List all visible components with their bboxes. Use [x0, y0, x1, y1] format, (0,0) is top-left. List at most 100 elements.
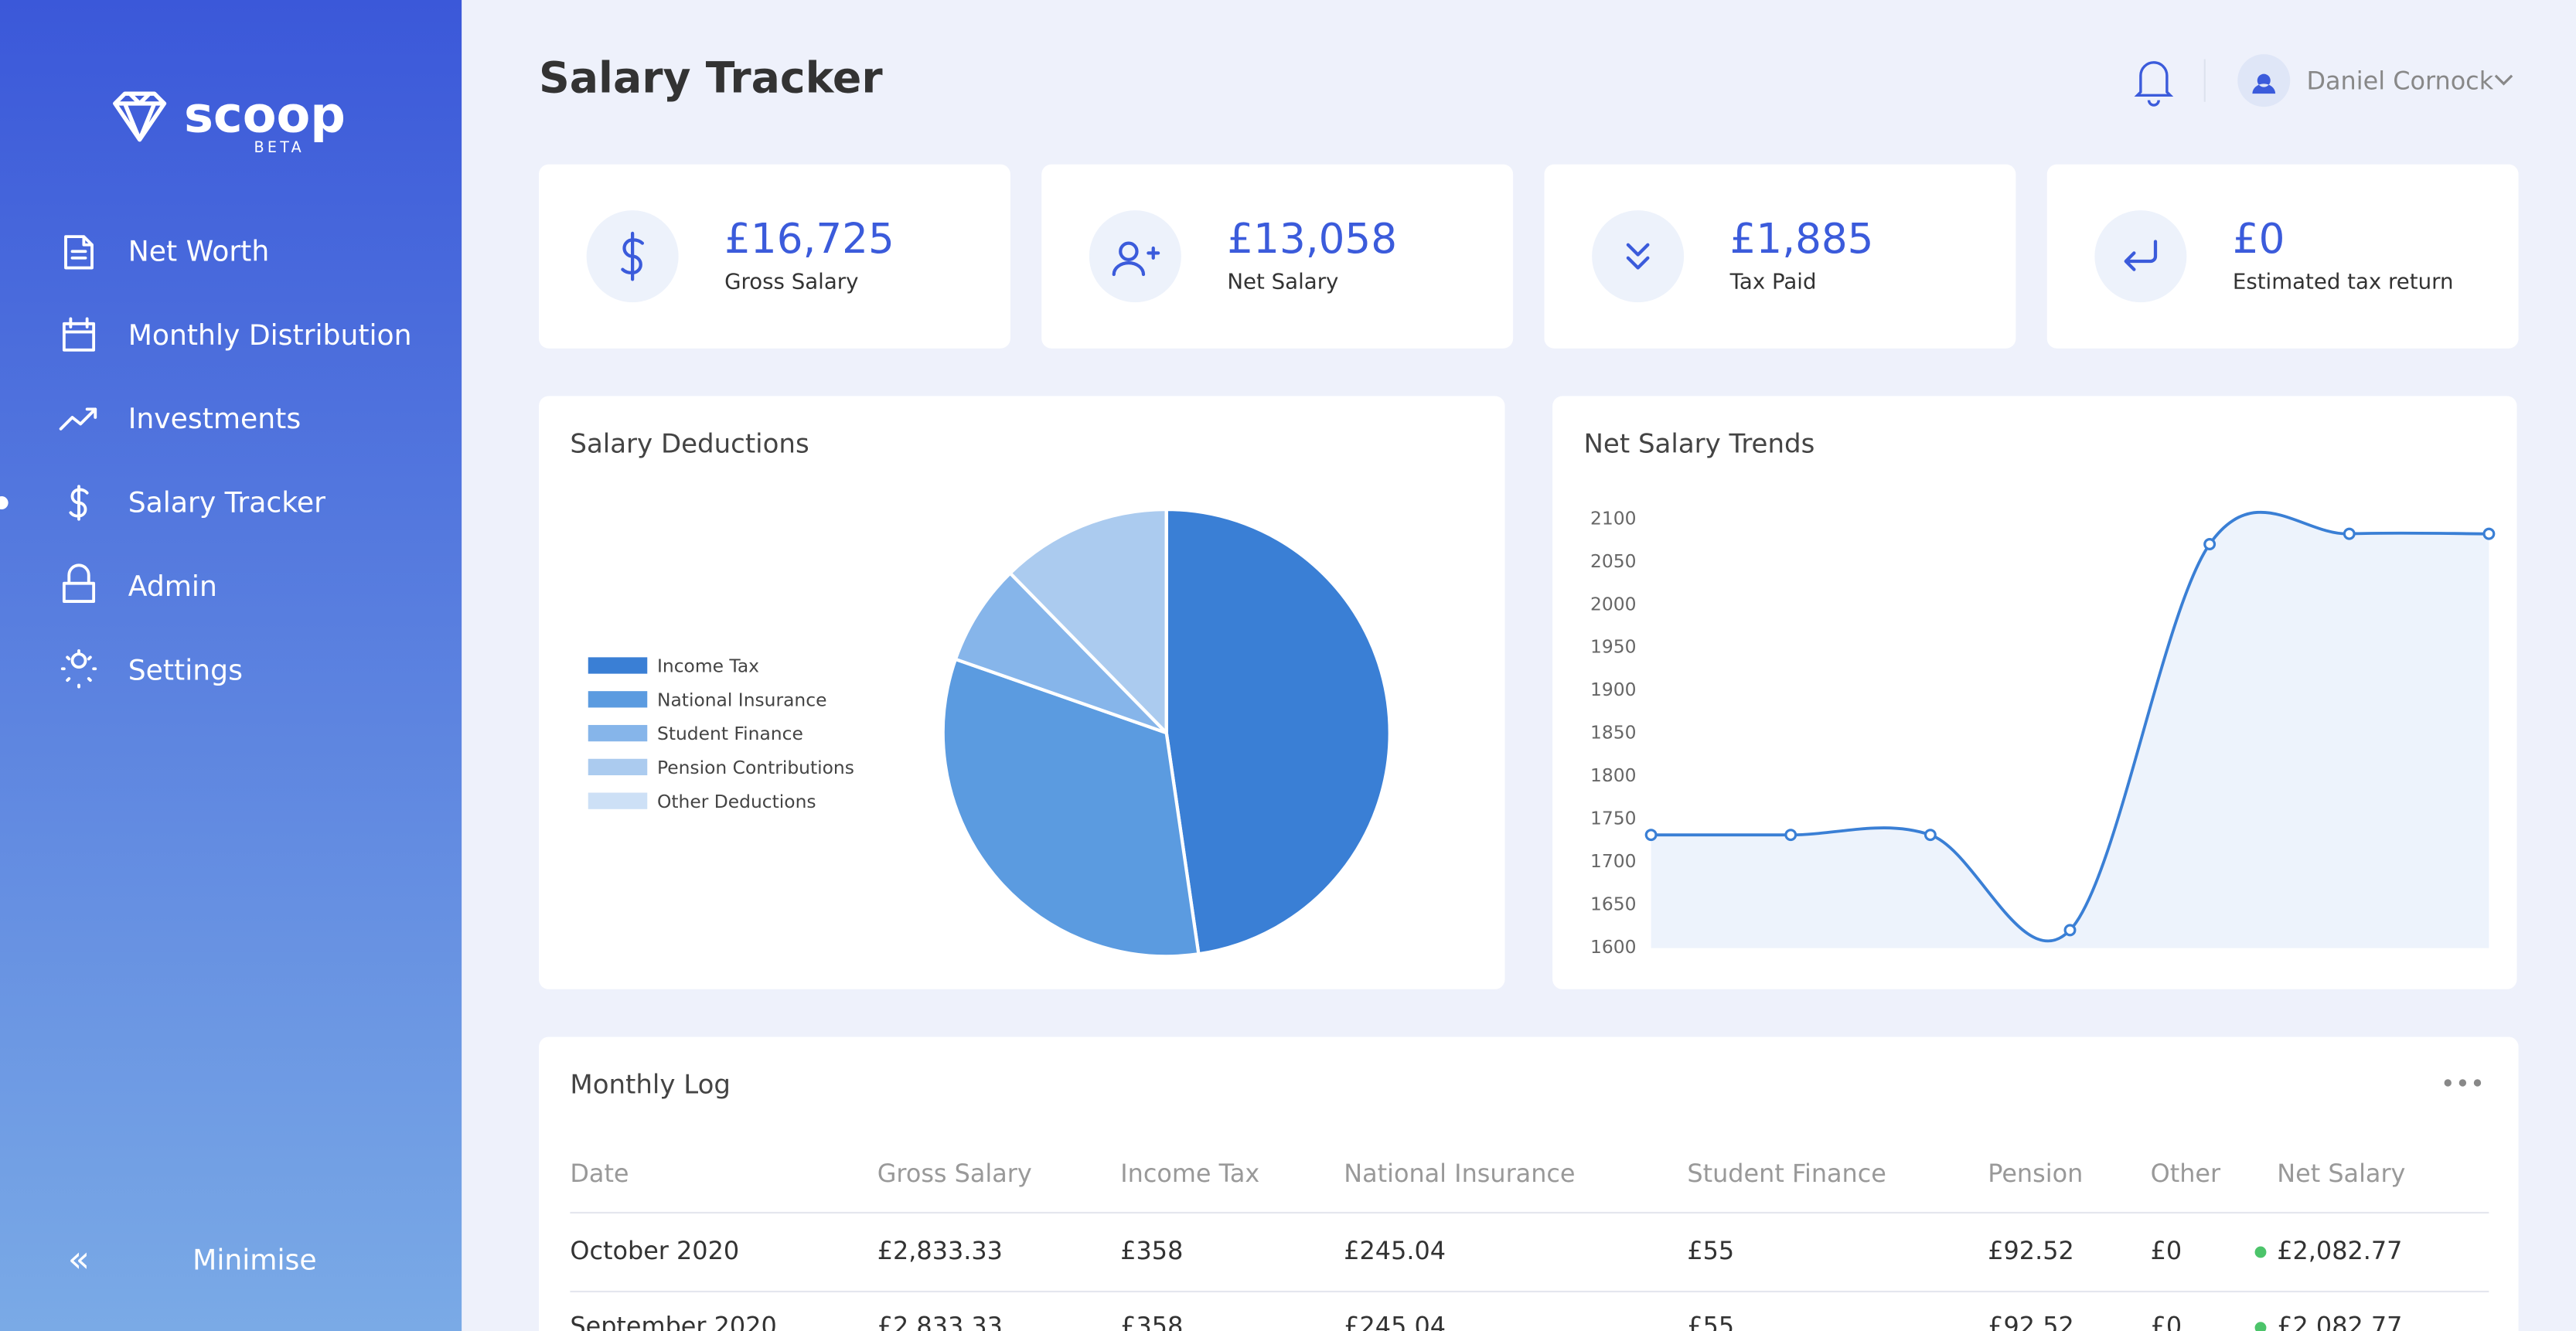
stat-card	[1544, 164, 2016, 349]
legend-label: Other Deductions	[657, 791, 816, 812]
line-point	[2203, 538, 2217, 550]
pie-slice	[953, 570, 1168, 735]
table-cell: £358	[1120, 1312, 1183, 1331]
nav-item[interactable]: Monthly Distribution	[128, 318, 412, 352]
table-cell: £2,082.77	[2277, 1236, 2402, 1265]
y-tick-label: 1750	[1590, 808, 1636, 829]
legend-swatch	[588, 691, 648, 708]
stat-value: £13,058	[1227, 215, 1397, 263]
table-cell: £245.04	[1344, 1236, 1446, 1265]
legend-swatch	[588, 792, 648, 809]
nav-item[interactable]: Admin	[128, 570, 217, 603]
stat-value: £16,725	[724, 215, 894, 263]
table-cell: £55	[1687, 1236, 1734, 1265]
y-tick-label: 1800	[1590, 764, 1636, 786]
stat-icon	[621, 231, 644, 281]
user-name[interactable]: Daniel Cornock	[2307, 66, 2494, 95]
more-menu[interactable]	[2444, 1079, 2482, 1087]
status-dot	[2254, 1322, 2267, 1331]
legend-label: Student Finance	[657, 723, 803, 744]
table-cell: £2,082.77	[2277, 1312, 2402, 1331]
monthly-log-table: Date Gross Salary Income Tax National Insur…	[570, 1159, 2489, 1331]
column-header: Income Tax	[1120, 1159, 1259, 1188]
pie-slice	[1007, 507, 1168, 737]
stat-icon	[1112, 241, 1160, 277]
nav-icon	[62, 317, 96, 352]
y-tick-label: 1600	[1590, 936, 1636, 958]
nav-item[interactable]: Net Worth	[128, 234, 269, 267]
table-cell: £2,833.33	[877, 1236, 1003, 1265]
y-tick-label: 2100	[1590, 507, 1636, 529]
minimise-button[interactable]: Minimise	[193, 1244, 316, 1277]
legend-label: Pension Contributions	[657, 757, 854, 778]
table-cell: £92.52	[1988, 1236, 2074, 1265]
active-indicator	[0, 496, 9, 510]
chart-title: Salary Deductions	[570, 429, 809, 460]
panel-title: Monthly Log	[570, 1070, 731, 1101]
user-menu-chevron[interactable]	[2494, 74, 2513, 86]
notification-bell[interactable]	[2134, 61, 2174, 107]
table-cell: September 2020	[570, 1312, 776, 1331]
legend-swatch	[588, 758, 648, 776]
stat-icon-bg	[1592, 210, 1685, 303]
line-point	[1784, 829, 1797, 842]
column-header: Student Finance	[1687, 1159, 1886, 1188]
table-cell: £55	[1687, 1312, 1734, 1331]
pie-slice	[941, 657, 1201, 958]
legend-label: Income Tax	[657, 655, 759, 677]
column-header: Net Salary	[2277, 1159, 2405, 1188]
nav-icon	[64, 235, 94, 270]
nav-icon	[60, 648, 97, 689]
line-area	[1651, 512, 2489, 948]
column-header: National Insurance	[1344, 1159, 1575, 1188]
y-tick-label: 1850	[1590, 722, 1636, 744]
y-tick-label: 1700	[1590, 850, 1636, 872]
stat-icon-bg	[2094, 210, 2187, 303]
y-tick-label: 2000	[1590, 593, 1636, 614]
y-tick-label: 1900	[1590, 679, 1636, 700]
y-tick-label: 2050	[1590, 550, 1636, 572]
table-cell: £245.04	[1344, 1312, 1446, 1331]
nav-icon	[69, 485, 89, 521]
stat-value: £1,885	[1730, 215, 1874, 263]
logo-badge: BETA	[254, 138, 305, 156]
stat-label: Net Salary	[1227, 269, 1338, 294]
stat-label: Gross Salary	[724, 269, 858, 294]
minimise-icon[interactable]: «	[68, 1239, 90, 1281]
nav-icon	[62, 563, 96, 604]
line-point	[1923, 829, 1937, 842]
nav-item[interactable]: Settings	[128, 653, 243, 686]
y-tick-label: 1950	[1590, 636, 1636, 658]
column-header: Date	[570, 1159, 629, 1188]
page-title: Salary Tracker	[539, 53, 883, 103]
table-cell: £0	[2151, 1312, 2182, 1331]
stat-icon	[2124, 240, 2158, 271]
line-point	[2343, 527, 2356, 540]
status-dot	[2254, 1246, 2267, 1258]
avatar-icon	[2252, 73, 2276, 94]
legend-swatch	[588, 724, 648, 742]
line	[1651, 510, 2489, 943]
nav-item[interactable]: Salary Tracker	[128, 486, 325, 519]
column-header: Other	[2151, 1159, 2221, 1188]
stat-label: Tax Paid	[1729, 269, 1817, 294]
stat-card	[1041, 164, 1514, 349]
line-point	[2063, 924, 2077, 937]
table-cell: £92.52	[1988, 1312, 2074, 1331]
stat-label: Estimated tax return	[2233, 269, 2454, 294]
legend-swatch	[588, 657, 648, 674]
line-point	[1644, 829, 1658, 842]
nav-item[interactable]: Investments	[128, 402, 301, 435]
logo-text: scoop	[184, 87, 346, 145]
y-tick-label: 1650	[1590, 894, 1636, 915]
table-cell: October 2020	[570, 1236, 739, 1265]
table-cell: £2,833.33	[877, 1312, 1003, 1331]
column-header: Pension	[1988, 1159, 2083, 1188]
stat-card	[539, 164, 1010, 349]
table-cell: £0	[2151, 1236, 2182, 1265]
nav-icon	[59, 407, 97, 431]
column-header: Gross Salary	[877, 1159, 1032, 1188]
legend-label: National Insurance	[657, 689, 826, 710]
